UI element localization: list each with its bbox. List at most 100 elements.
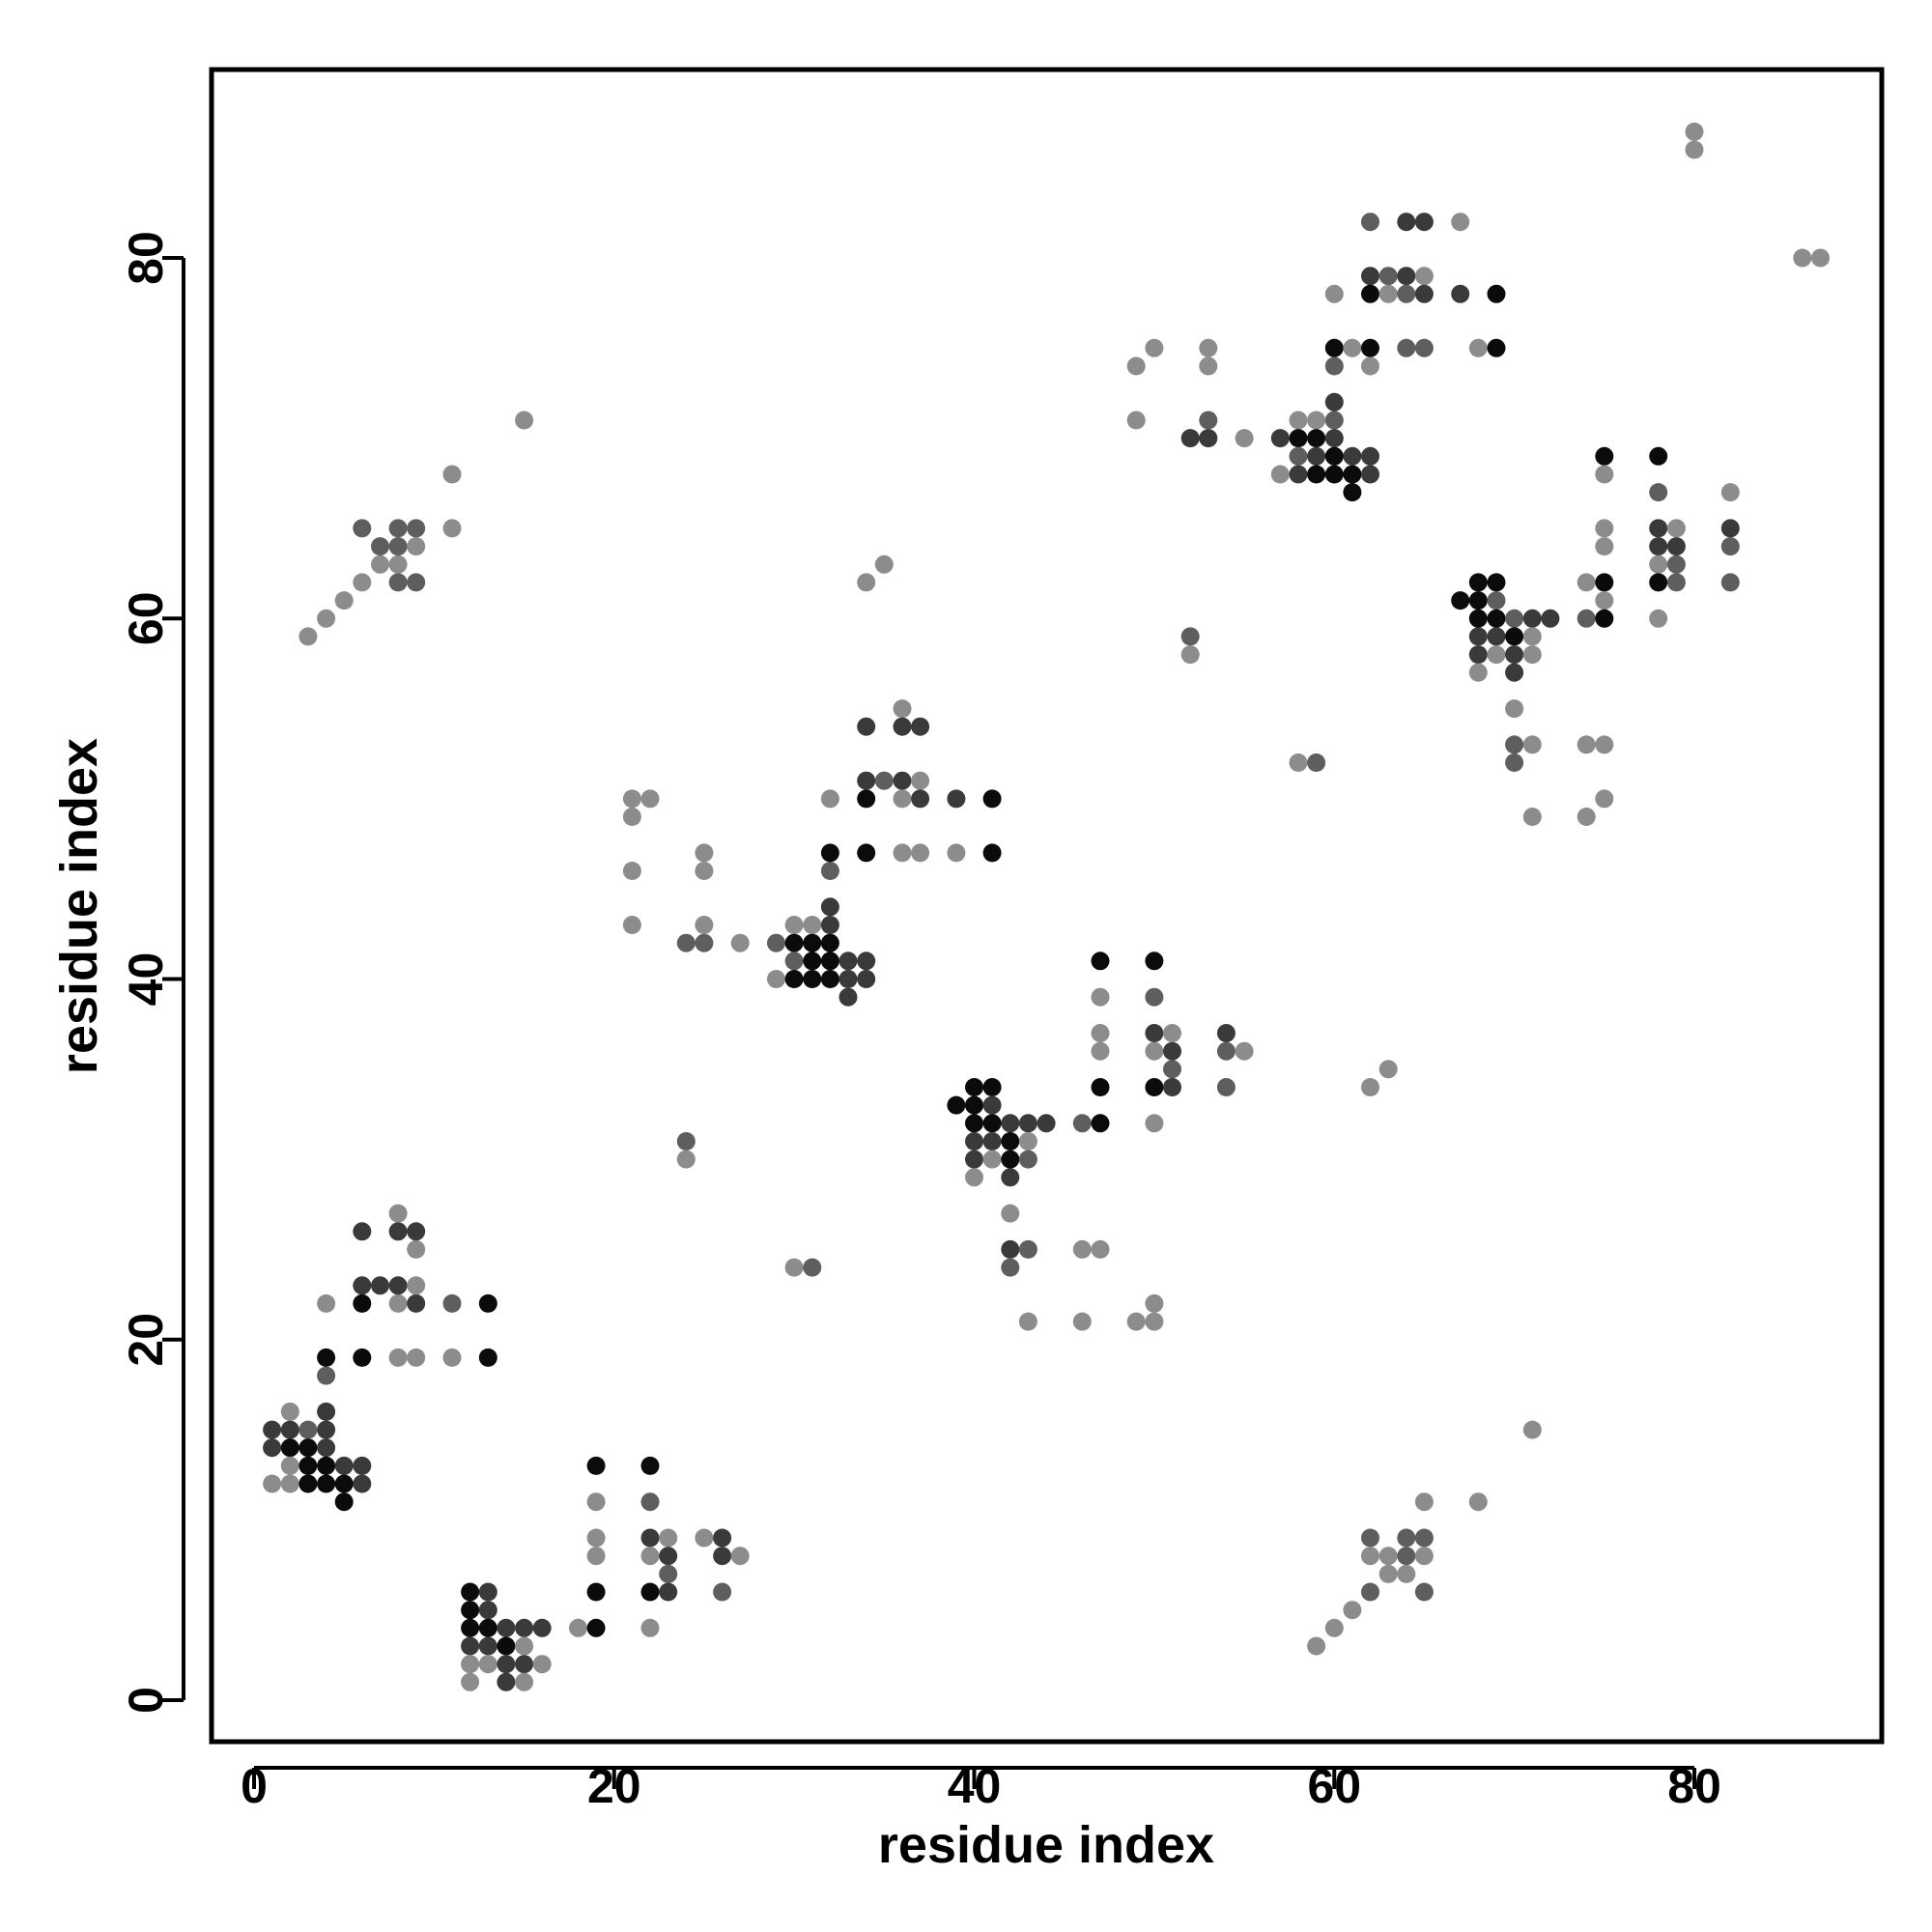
data-point (1595, 446, 1614, 466)
data-point (1324, 392, 1344, 412)
data-point (1037, 1114, 1056, 1133)
data-point (1649, 573, 1668, 592)
x-tick-label: 40 (948, 1759, 1002, 1813)
data-point (713, 1582, 732, 1602)
data-point (1343, 465, 1362, 484)
data-point (1199, 411, 1218, 430)
data-point (1505, 663, 1524, 682)
data-point (317, 1474, 336, 1493)
data-point (676, 1150, 696, 1169)
data-point (1577, 609, 1596, 628)
data-point (1397, 213, 1416, 232)
data-point (1361, 465, 1379, 484)
data-point (1505, 645, 1524, 665)
data-point (676, 1132, 696, 1151)
data-point (1145, 338, 1164, 357)
data-point (1001, 1132, 1020, 1151)
data-point (586, 1582, 606, 1602)
data-point (407, 519, 426, 538)
data-point (442, 1293, 462, 1313)
data-point (1180, 627, 1200, 646)
data-point (857, 789, 876, 809)
data-point (622, 916, 641, 934)
data-point (1343, 1601, 1362, 1620)
data-point (1577, 808, 1596, 826)
data-point (1235, 429, 1254, 448)
data-point (371, 1276, 389, 1295)
data-point (1163, 1060, 1181, 1079)
data-point (1397, 1547, 1416, 1566)
data-point (532, 1655, 552, 1674)
data-point (1522, 645, 1542, 665)
data-point (1324, 1618, 1344, 1637)
data-point (1289, 465, 1308, 484)
data-point (1487, 338, 1506, 357)
data-point (695, 843, 714, 863)
data-point (820, 789, 839, 809)
data-point (1307, 1636, 1326, 1656)
data-point (640, 1492, 660, 1512)
data-point (1720, 519, 1740, 538)
data-point (317, 1438, 336, 1458)
data-point (1289, 446, 1308, 466)
data-point (893, 699, 912, 719)
data-point (388, 1276, 408, 1295)
data-point (784, 933, 804, 952)
data-point (1289, 753, 1308, 772)
data-point (1361, 213, 1379, 232)
data-point (1649, 537, 1668, 556)
data-point (407, 1222, 426, 1241)
data-point (1018, 1239, 1037, 1259)
data-point (371, 537, 389, 556)
data-point (461, 1672, 480, 1691)
data-point (1451, 591, 1470, 611)
data-point (353, 1222, 372, 1241)
data-point (1577, 735, 1596, 754)
data-point (1378, 267, 1398, 286)
data-point (1487, 591, 1506, 611)
data-point (1018, 1150, 1037, 1169)
data-point (857, 952, 876, 971)
data-point (857, 573, 876, 592)
data-point (1343, 338, 1362, 357)
data-point (982, 1095, 1002, 1115)
data-point (1270, 429, 1290, 448)
data-point (263, 1438, 282, 1458)
data-point (893, 717, 912, 736)
data-point (532, 1618, 552, 1637)
data-point (1522, 1420, 1542, 1439)
data-point (622, 862, 641, 880)
data-point (478, 1655, 497, 1674)
data-point (442, 465, 462, 484)
data-point (982, 789, 1002, 809)
data-point (515, 1618, 534, 1637)
data-point (1522, 627, 1542, 646)
data-point (1397, 267, 1416, 286)
data-point (442, 1348, 462, 1367)
data-point (965, 1150, 983, 1169)
data-point (1720, 537, 1740, 556)
data-point (640, 1547, 660, 1566)
data-point (461, 1582, 480, 1602)
data-point (353, 1348, 372, 1367)
y-tick-label: 0 (119, 1687, 173, 1714)
data-point (1324, 429, 1344, 448)
data-point (280, 1474, 299, 1493)
data-point (893, 843, 912, 863)
data-point (478, 1582, 497, 1602)
x-ticks: 0 20 40 60 80 (241, 1759, 1721, 1813)
data-point (334, 1492, 354, 1512)
data-point (784, 970, 804, 988)
data-point (317, 1456, 336, 1475)
data-point (982, 1078, 1002, 1096)
data-point (965, 1168, 983, 1187)
data-point (947, 789, 966, 809)
data-point (1720, 483, 1740, 502)
data-point (1397, 284, 1416, 303)
data-point (1091, 1114, 1110, 1133)
data-point (820, 843, 839, 863)
data-point (334, 1456, 354, 1475)
data-point (1468, 338, 1488, 357)
data-point (388, 1348, 408, 1367)
